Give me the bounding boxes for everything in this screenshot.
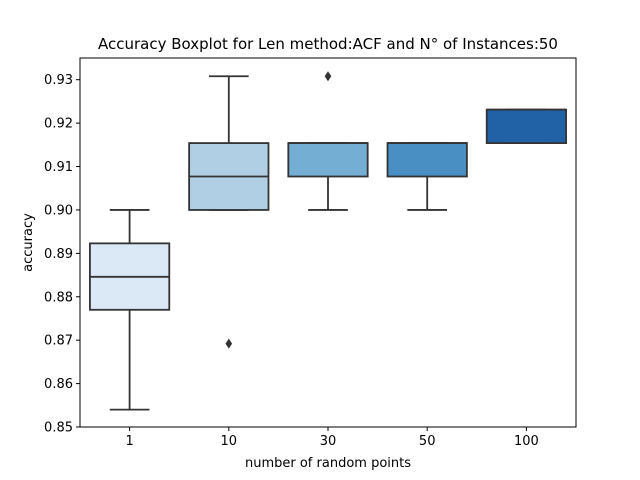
x-tick-label: 1 [125,434,133,449]
y-axis: 0.85 0.86 0.87 0.88 0.89 0.90 0.91 0.92 0.93 [44,73,80,436]
y-axis-label: accuracy [21,213,36,272]
y-tick-label: 0.90 [44,203,73,218]
y-tick-label: 0.93 [44,73,73,88]
y-tick-label: 0.89 [44,247,73,262]
box-30 [287,71,369,211]
box-10 [188,75,270,349]
x-axis-label: number of random points [245,456,411,471]
plot-area [89,71,567,411]
y-tick-label: 0.91 [44,160,73,175]
y-tick-label: 0.86 [44,377,73,392]
box-1 [89,209,171,411]
box-100 [485,108,567,144]
iqr-box [386,142,468,178]
x-tick-label: 10 [221,434,238,449]
outlier-marker [324,71,332,82]
iqr-box [287,142,369,178]
iqr-box [485,108,567,144]
y-tick-label: 0.85 [44,421,73,436]
outlier-marker [225,338,233,349]
box-50 [386,142,468,211]
x-tick-label: 30 [320,434,337,449]
x-tick-label: 50 [419,434,436,449]
x-axis: 1 10 30 50 100 [125,427,539,449]
chart-title: Accuracy Boxplot for Len method:ACF and … [98,35,558,53]
x-tick-label: 100 [514,434,539,449]
y-tick-label: 0.92 [44,117,73,132]
y-tick-label: 0.88 [44,290,73,305]
y-tick-label: 0.87 [44,334,73,349]
